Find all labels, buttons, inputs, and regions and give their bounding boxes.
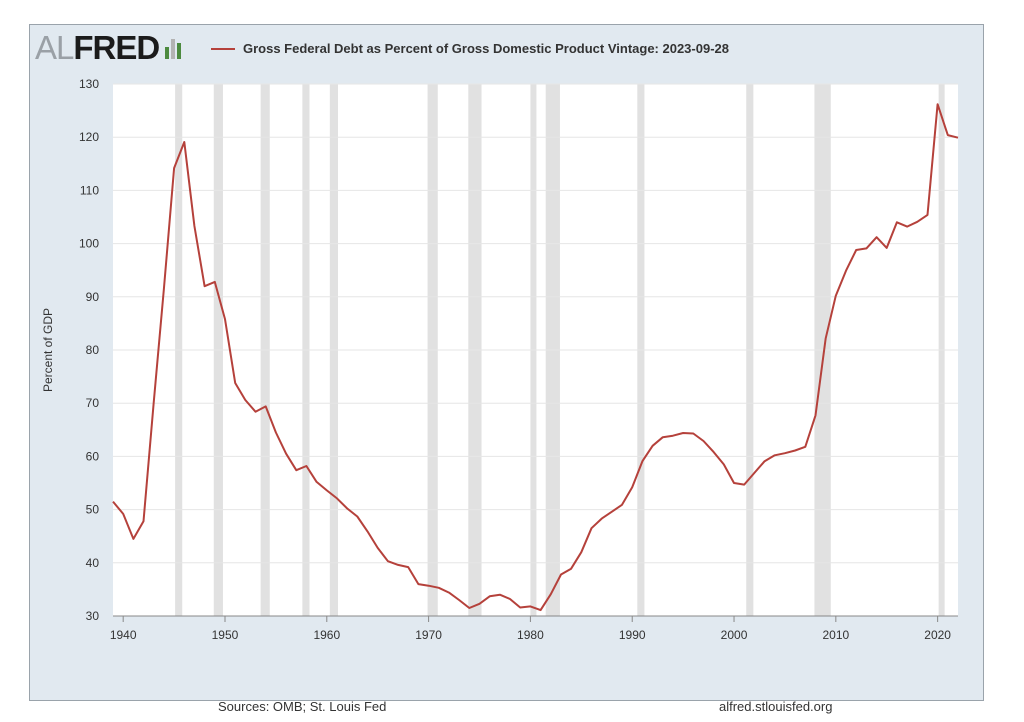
x-tick-label: 2020 <box>924 628 951 642</box>
y-tick-label: 60 <box>86 449 100 463</box>
x-tick-label: 1970 <box>415 628 442 642</box>
y-tick-label: 110 <box>80 183 99 197</box>
y-tick-label: 100 <box>79 237 99 251</box>
x-tick-label: 2010 <box>822 628 849 642</box>
y-tick-label: 130 <box>79 77 99 91</box>
chart-svg: 30 40 50 60 70 80 90 100 110 120 130 1940 1950 1960 19… <box>0 0 1024 722</box>
y-tick-label: 40 <box>86 556 100 570</box>
y-tick-label: 70 <box>86 396 100 410</box>
x-tick-label: 1960 <box>313 628 340 642</box>
y-tick-label: 30 <box>86 609 100 623</box>
x-tick-label: 1940 <box>110 628 137 642</box>
x-tick-label: 1980 <box>517 628 544 642</box>
x-tick-label: 1950 <box>212 628 239 642</box>
y-tick-label: 90 <box>86 290 100 304</box>
y-tick-label: 80 <box>86 343 100 357</box>
y-tick-label: 50 <box>86 503 100 517</box>
x-tick-label: 1990 <box>619 628 646 642</box>
y-tick-label: 120 <box>79 130 99 144</box>
x-tick-label: 2000 <box>721 628 748 642</box>
